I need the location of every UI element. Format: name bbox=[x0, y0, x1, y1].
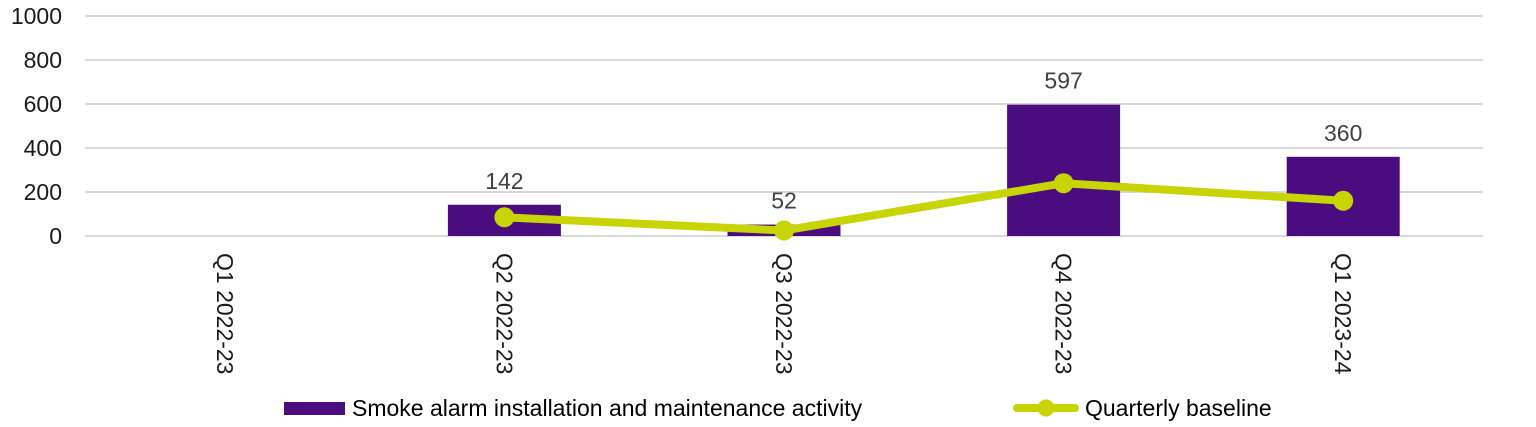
x-tick-label: Q2 2022-23 bbox=[491, 253, 517, 374]
bar-data-label: 52 bbox=[771, 188, 797, 214]
x-tick-label: Q4 2022-23 bbox=[1051, 253, 1077, 374]
baseline-marker bbox=[774, 220, 794, 241]
legend-item-bar-series: Smoke alarm installation and maintenance… bbox=[284, 395, 862, 421]
line-series-marker-icon bbox=[1037, 399, 1055, 417]
baseline-marker bbox=[1053, 173, 1074, 194]
bar-data-label: 597 bbox=[1044, 68, 1082, 94]
y-tick-label: 0 bbox=[49, 223, 62, 249]
baseline-marker bbox=[494, 207, 515, 228]
y-tick-label: 400 bbox=[24, 135, 62, 161]
y-tick-label: 800 bbox=[24, 47, 62, 73]
line-series-swatch-icon bbox=[1013, 399, 1079, 417]
legend-item-line-series: Quarterly baseline bbox=[1013, 395, 1272, 421]
y-tick-label: 600 bbox=[24, 91, 62, 117]
baseline-line bbox=[500, 179, 1348, 235]
bar bbox=[1007, 104, 1121, 236]
baseline-marker bbox=[1333, 190, 1354, 211]
y-tick-label: 200 bbox=[24, 179, 62, 205]
bar-series-swatch-icon bbox=[284, 401, 345, 415]
line-series-label: Quarterly baseline bbox=[1085, 395, 1272, 421]
x-tick-label: Q3 2022-23 bbox=[771, 253, 797, 374]
bar-data-label: 142 bbox=[485, 168, 523, 194]
x-tick-label: Q1 2023-24 bbox=[1330, 253, 1356, 375]
bar-series-label: Smoke alarm installation and maintenance… bbox=[352, 395, 863, 421]
bar-data-label: 360 bbox=[1324, 120, 1362, 146]
x-tick-label: Q1 2022-23 bbox=[212, 253, 238, 374]
y-tick-label: 1000 bbox=[11, 3, 62, 29]
